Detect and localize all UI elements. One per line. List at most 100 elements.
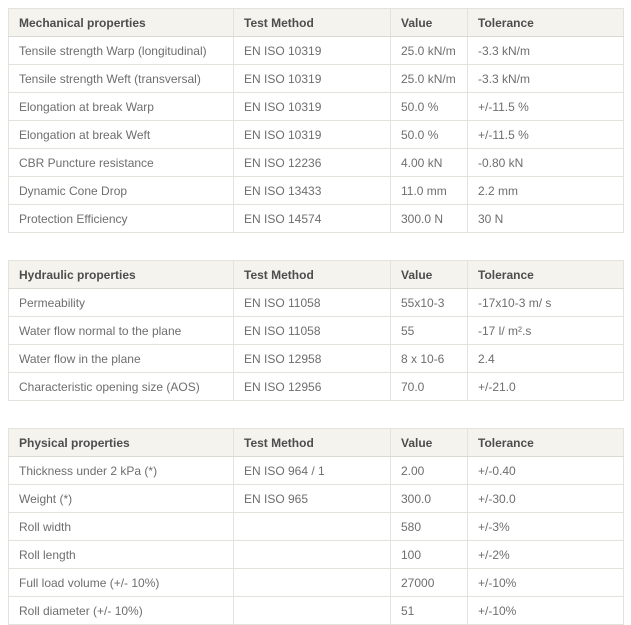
header-cell: Tolerance — [467, 260, 624, 289]
table-cell: Weight (*) — [8, 484, 234, 513]
header-cell: Physical properties — [8, 428, 234, 457]
table-cell: 25.0 kN/m — [390, 64, 468, 93]
table-cell: +/-3% — [467, 512, 624, 541]
table-cell: EN ISO 965 — [233, 484, 391, 513]
table-cell: EN ISO 11058 — [233, 316, 391, 345]
table-row: Tensile strength Weft (transversal) EN IS… — [8, 64, 624, 93]
header-row: Hydraulic properties Test Method Value Tole… — [8, 260, 624, 289]
header-row: Physical properties Test Method Value Toler… — [8, 428, 624, 457]
table-cell — [233, 568, 391, 597]
table-row: Elongation at break Warp EN ISO 10319 50.0… — [8, 92, 624, 121]
table-cell: -0.80 kN — [467, 148, 624, 177]
mechanical-properties-header: Mechanical properties Test Method Value Tol… — [8, 8, 624, 37]
table-row: Roll diameter (+/- 10%) 51 +/-10% — [8, 596, 624, 625]
table-row: CBR Puncture resistance EN ISO 12236 4.00 … — [8, 148, 624, 177]
table-cell: Dynamic Cone Drop — [8, 176, 234, 205]
table-cell: 50.0 % — [390, 92, 468, 121]
table-cell: EN ISO 11058 — [233, 288, 391, 317]
table-row: Water flow in the plane EN ISO 12958 8 x 1… — [8, 344, 624, 373]
physical-properties-header: Physical properties Test Method Value Toler… — [8, 428, 624, 457]
table-row: Roll length 100 +/-2% — [8, 540, 624, 569]
table-cell: +/-10% — [467, 568, 624, 597]
header-cell: Test Method — [233, 260, 391, 289]
table-cell: 50.0 % — [390, 120, 468, 149]
table-cell: Tensile strength Warp (longitudinal) — [8, 36, 234, 65]
table-row: Roll width 580 +/-3% — [8, 512, 624, 541]
table-cell: CBR Puncture resistance — [8, 148, 234, 177]
header-cell: Test Method — [233, 428, 391, 457]
header-cell: Value — [390, 428, 468, 457]
table-cell: 580 — [390, 512, 468, 541]
table-cell: 70.0 — [390, 372, 468, 401]
table-cell: 55 — [390, 316, 468, 345]
table-cell: EN ISO 12956 — [233, 372, 391, 401]
table-cell: Elongation at break Weft — [8, 120, 234, 149]
table-cell: +/-0.40 — [467, 456, 624, 485]
table-cell: Roll length — [8, 540, 234, 569]
table-cell: +/-10% — [467, 596, 624, 625]
table-row: Weight (*) EN ISO 965 300.0 +/-30.0 — [8, 484, 624, 513]
header-cell: Mechanical properties — [8, 8, 234, 37]
table-cell: EN ISO 10319 — [233, 92, 391, 121]
table-cell: Water flow in the plane — [8, 344, 234, 373]
table-cell: +/-11.5 % — [467, 92, 624, 121]
table-cell: Permeability — [8, 288, 234, 317]
hydraulic-properties-body: Permeability EN ISO 11058 55x10-3 -17x10-3 … — [8, 288, 624, 401]
table-cell — [233, 540, 391, 569]
table-cell: 4.00 kN — [390, 148, 468, 177]
table-cell: Tensile strength Weft (transversal) — [8, 64, 234, 93]
header-cell: Tolerance — [467, 428, 624, 457]
table-cell: -3.3 kN/m — [467, 36, 624, 65]
table-cell: 11.0 mm — [390, 176, 468, 205]
table-cell: 25.0 kN/m — [390, 36, 468, 65]
table-row: Full load volume (+/- 10%) 27000 +/-10% — [8, 568, 624, 597]
table-cell: EN ISO 14574 — [233, 204, 391, 233]
table-cell: EN ISO 10319 — [233, 64, 391, 93]
table-cell: EN ISO 12958 — [233, 344, 391, 373]
table-cell: 55x10-3 — [390, 288, 468, 317]
table-cell: +/-21.0 — [467, 372, 624, 401]
table-cell: +/-30.0 — [467, 484, 624, 513]
table-cell: 2.2 mm — [467, 176, 624, 205]
table-cell: 300.0 N — [390, 204, 468, 233]
table-cell: Thickness under 2 kPa (*) — [8, 456, 234, 485]
table-cell: -17x10-3 m/ s — [467, 288, 624, 317]
table-cell: EN ISO 964 / 1 — [233, 456, 391, 485]
table-row: Tensile strength Warp (longitudinal) EN I… — [8, 36, 624, 65]
table-cell: EN ISO 13433 — [233, 176, 391, 205]
table-cell: Protection Efficiency — [8, 204, 234, 233]
table-row: Protection Efficiency EN ISO 14574 300.0 N… — [8, 204, 624, 233]
hydraulic-properties-table: Hydraulic properties Test Method Value Tole… — [8, 260, 624, 401]
table-cell: Full load volume (+/- 10%) — [8, 568, 234, 597]
header-cell: Value — [390, 260, 468, 289]
table-cell — [233, 512, 391, 541]
table-cell: 8 x 10-6 — [390, 344, 468, 373]
table-cell: +/-2% — [467, 540, 624, 569]
table-cell: Roll diameter (+/- 10%) — [8, 596, 234, 625]
mechanical-properties-body: Tensile strength Warp (longitudinal) EN I… — [8, 36, 624, 233]
table-cell: Roll width — [8, 512, 234, 541]
table-row: Elongation at break Weft EN ISO 10319 50.0… — [8, 120, 624, 149]
table-cell: 300.0 — [390, 484, 468, 513]
table-cell: 2.00 — [390, 456, 468, 485]
table-cell: Characteristic opening size (AOS) — [8, 372, 234, 401]
table-cell: 51 — [390, 596, 468, 625]
table-cell: -3.3 kN/m — [467, 64, 624, 93]
table-cell: 30 N — [467, 204, 624, 233]
table-cell: EN ISO 12236 — [233, 148, 391, 177]
header-cell: Hydraulic properties — [8, 260, 234, 289]
physical-properties-table: Physical properties Test Method Value Toler… — [8, 428, 624, 625]
header-cell: Test Method — [233, 8, 391, 37]
table-row: Dynamic Cone Drop EN ISO 13433 11.0 mm 2.2 … — [8, 176, 624, 205]
table-cell: 27000 — [390, 568, 468, 597]
table-cell: Water flow normal to the plane — [8, 316, 234, 345]
header-cell: Value — [390, 8, 468, 37]
table-cell — [233, 596, 391, 625]
table-cell: Elongation at break Warp — [8, 92, 234, 121]
table-cell: +/-11.5 % — [467, 120, 624, 149]
table-row: Permeability EN ISO 11058 55x10-3 -17x10-3 … — [8, 288, 624, 317]
hydraulic-properties-header: Hydraulic properties Test Method Value Tole… — [8, 260, 624, 289]
table-cell: 100 — [390, 540, 468, 569]
